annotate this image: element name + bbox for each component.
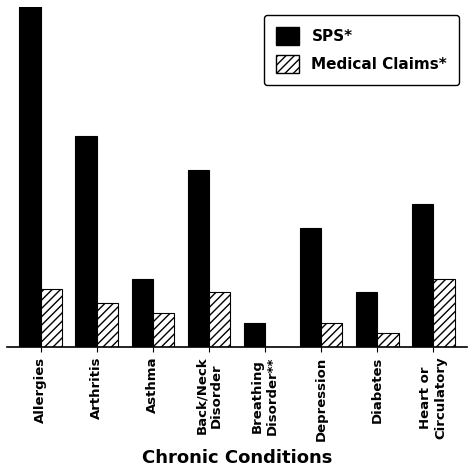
Bar (188, 170, 209, 347)
X-axis label: Chronic Conditions: Chronic Conditions (142, 449, 332, 467)
Bar (356, 292, 377, 347)
Bar (153, 313, 174, 347)
Bar (19, 0, 41, 347)
Bar (412, 204, 433, 347)
Bar (131, 279, 153, 347)
Bar (41, 289, 62, 347)
Bar (300, 228, 321, 347)
Bar (97, 302, 118, 347)
Legend: SPS*, Medical Claims*: SPS*, Medical Claims* (264, 15, 459, 85)
Bar (377, 333, 399, 347)
Bar (433, 279, 455, 347)
Bar (209, 292, 230, 347)
Bar (75, 136, 97, 347)
Bar (244, 323, 265, 347)
Bar (321, 323, 343, 347)
